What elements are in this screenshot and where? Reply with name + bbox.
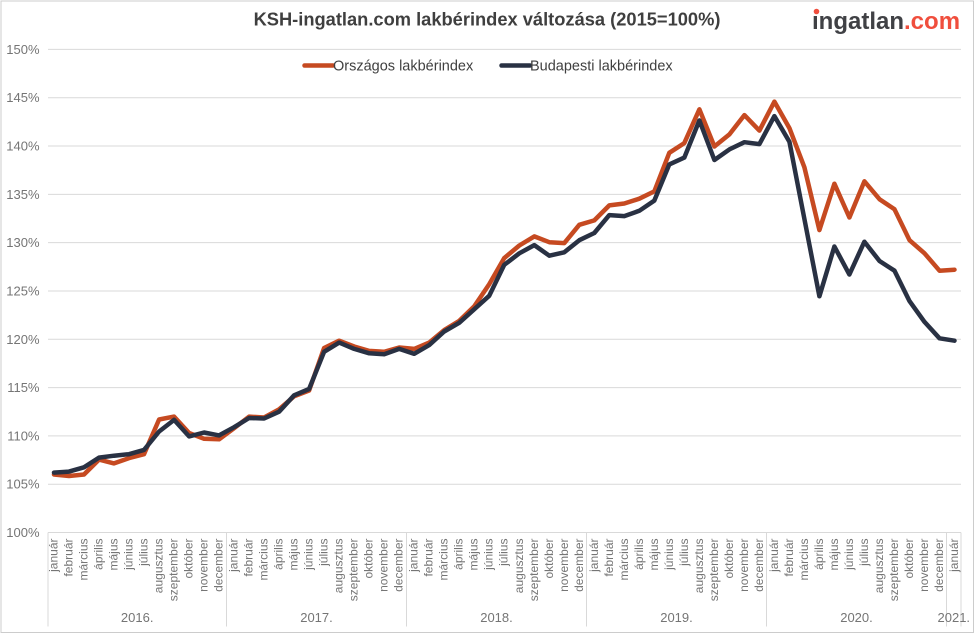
svg-text:március: március (257, 539, 271, 581)
svg-text:július: július (137, 539, 151, 567)
svg-text:január: január (587, 538, 601, 572)
svg-text:szeptember: szeptember (527, 539, 541, 602)
svg-text:június: június (482, 539, 496, 571)
svg-text:105%: 105% (6, 477, 40, 492)
svg-text:január: január (47, 538, 61, 572)
svg-text:szeptember: szeptember (707, 539, 721, 602)
svg-text:KSH-ingatlan.com lakbérindex v: KSH-ingatlan.com lakbérindex változása (… (254, 9, 721, 30)
svg-text:október: október (902, 539, 916, 579)
svg-text:125%: 125% (6, 283, 40, 298)
svg-text:február: február (62, 539, 76, 577)
svg-text:augusztus: augusztus (332, 539, 346, 594)
svg-text:november: november (197, 539, 211, 592)
svg-text:100%: 100% (6, 525, 40, 540)
svg-text:február: február (602, 539, 616, 577)
svg-text:február: február (422, 539, 436, 577)
svg-text:február: február (242, 539, 256, 577)
svg-text:december: december (932, 539, 946, 592)
svg-text:június: június (662, 539, 676, 571)
svg-text:115%: 115% (7, 380, 40, 395)
svg-text:augusztus: augusztus (692, 539, 706, 594)
svg-text:július: július (857, 539, 871, 567)
svg-text:július: július (317, 539, 331, 567)
svg-text:Országos lakbérindex: Országos lakbérindex (333, 59, 474, 75)
svg-text:120%: 120% (6, 332, 40, 347)
svg-text:május: május (647, 539, 661, 571)
svg-text:augusztus: augusztus (152, 539, 166, 594)
svg-text:ıngatlan.com: ıngatlan.com (812, 8, 960, 35)
svg-text:140%: 140% (6, 139, 40, 154)
svg-text:november: november (377, 539, 391, 592)
svg-text:2017.: 2017. (300, 610, 333, 625)
svg-text:március: március (437, 539, 451, 581)
svg-text:január: január (767, 538, 781, 572)
svg-text:november: november (917, 539, 931, 592)
svg-text:augusztus: augusztus (512, 539, 526, 594)
svg-text:szeptember: szeptember (167, 539, 181, 602)
svg-text:2019.: 2019. (660, 610, 693, 625)
svg-text:szeptember: szeptember (347, 539, 361, 602)
svg-text:október: október (722, 539, 736, 579)
svg-text:augusztus: augusztus (872, 539, 886, 594)
svg-text:október: október (362, 539, 376, 579)
svg-text:június: június (842, 539, 856, 571)
svg-text:január: január (407, 538, 421, 572)
svg-text:április: április (272, 539, 286, 570)
svg-text:december: december (752, 539, 766, 592)
svg-text:január: január (227, 538, 241, 572)
svg-text:március: március (797, 539, 811, 581)
svg-text:110%: 110% (7, 428, 40, 443)
svg-text:október: október (542, 539, 556, 579)
svg-text:április: április (812, 539, 826, 570)
svg-text:július: július (677, 539, 691, 567)
svg-text:február: február (782, 539, 796, 577)
svg-text:március: március (77, 539, 91, 581)
svg-text:2021.: 2021. (938, 610, 971, 625)
svg-text:150%: 150% (6, 42, 40, 57)
svg-text:szeptember: szeptember (887, 539, 901, 602)
svg-text:130%: 130% (6, 235, 40, 250)
svg-text:június: június (122, 539, 136, 571)
svg-text:november: november (557, 539, 571, 592)
svg-text:április: április (452, 539, 466, 570)
svg-text:június: június (302, 539, 316, 571)
svg-text:december: december (392, 539, 406, 592)
svg-text:december: december (572, 539, 586, 592)
svg-text:október: október (182, 539, 196, 579)
svg-text:január: január (947, 538, 961, 572)
svg-text:2018.: 2018. (480, 610, 513, 625)
svg-text:március: március (617, 539, 631, 581)
svg-text:május: május (467, 539, 481, 571)
svg-text:145%: 145% (6, 90, 40, 105)
svg-text:május: május (827, 539, 841, 571)
svg-text:december: december (212, 539, 226, 592)
svg-text:július: július (497, 539, 511, 567)
svg-text:május: május (107, 539, 121, 571)
svg-text:Budapesti lakbérindex: Budapesti lakbérindex (530, 59, 673, 75)
svg-text:április: április (632, 539, 646, 570)
svg-text:135%: 135% (6, 187, 40, 202)
svg-text:május: május (287, 539, 301, 571)
svg-text:április: április (92, 539, 106, 570)
svg-text:2016.: 2016. (121, 610, 154, 625)
svg-text:november: november (737, 539, 751, 592)
svg-text:2020.: 2020. (840, 610, 873, 625)
